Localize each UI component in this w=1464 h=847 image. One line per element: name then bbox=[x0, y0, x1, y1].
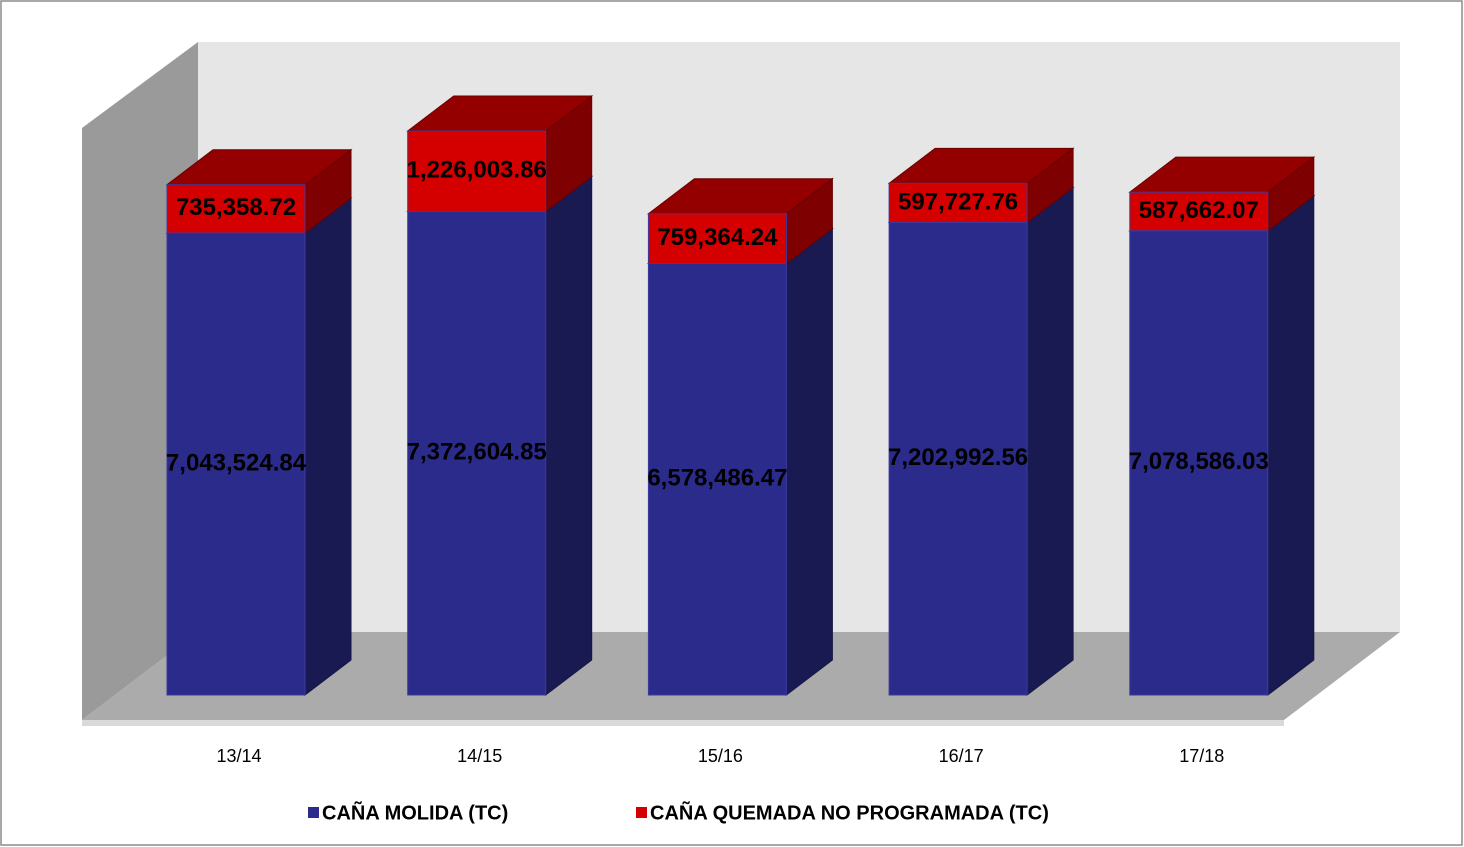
data-label: 735,358.72 bbox=[176, 194, 296, 221]
legend-label: CAÑA MOLIDA (TC) bbox=[322, 801, 508, 824]
bar bbox=[407, 210, 547, 696]
bar bbox=[1129, 191, 1269, 232]
bar bbox=[1129, 230, 1269, 696]
data-label: 1,226,003.86 bbox=[407, 157, 547, 184]
bar bbox=[888, 182, 1028, 224]
data-label: 759,364.24 bbox=[657, 224, 778, 251]
bar-side bbox=[304, 196, 352, 697]
bar-side bbox=[1267, 194, 1315, 697]
bar bbox=[166, 184, 306, 234]
bar bbox=[647, 263, 787, 696]
x-tick-label: 16/17 bbox=[939, 746, 984, 766]
bar bbox=[407, 130, 547, 212]
data-label: 7,043,524.84 bbox=[166, 449, 307, 476]
legend-swatch bbox=[636, 807, 647, 818]
floor-edge bbox=[82, 720, 1284, 726]
bar-side bbox=[545, 175, 593, 697]
data-label: 7,078,586.03 bbox=[1129, 448, 1269, 475]
bar bbox=[888, 222, 1028, 696]
data-label: 7,202,992.56 bbox=[888, 444, 1028, 471]
data-label: 7,372,604.85 bbox=[407, 439, 547, 466]
bar bbox=[647, 213, 787, 265]
data-label: 6,578,486.47 bbox=[647, 465, 787, 492]
legend-label: CAÑA QUEMADA NO PROGRAMADA (TC) bbox=[650, 801, 1049, 824]
x-tick-label: 14/15 bbox=[457, 746, 502, 766]
data-label: 587,662.07 bbox=[1139, 197, 1259, 224]
legend-swatch bbox=[308, 807, 319, 818]
x-tick-label: 17/18 bbox=[1179, 746, 1224, 766]
x-tick-label: 15/16 bbox=[698, 746, 743, 766]
bar-side bbox=[785, 227, 833, 697]
x-tick-label: 13/14 bbox=[216, 746, 261, 766]
data-label: 597,727.76 bbox=[898, 188, 1018, 215]
bar-side bbox=[1026, 186, 1074, 697]
bar bbox=[166, 232, 306, 696]
